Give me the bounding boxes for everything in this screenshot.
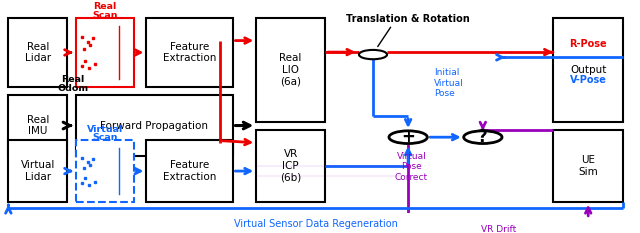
- Text: Real
IMU: Real IMU: [26, 115, 49, 136]
- Bar: [553, 130, 623, 202]
- Text: Virtual
Pose
Correct: Virtual Pose Correct: [395, 152, 428, 182]
- Text: Real
LIO
(6a): Real LIO (6a): [280, 53, 302, 86]
- Text: Initial
Virtual
Pose: Initial Virtual Pose: [434, 69, 463, 98]
- Text: VR
ICP
(6b): VR ICP (6b): [280, 149, 301, 182]
- Circle shape: [389, 131, 428, 144]
- Bar: [8, 140, 67, 202]
- Text: Translation & Rotation: Translation & Rotation: [346, 14, 470, 24]
- Text: Virtual
Lidar: Virtual Lidar: [20, 160, 55, 182]
- Bar: [553, 17, 623, 122]
- Bar: [147, 140, 232, 202]
- Bar: [8, 95, 67, 156]
- Circle shape: [464, 131, 502, 144]
- Bar: [8, 17, 67, 87]
- Text: Virtual Sensor Data Regeneration: Virtual Sensor Data Regeneration: [234, 219, 398, 229]
- Text: ?: ?: [478, 128, 488, 146]
- Text: V-Pose: V-Pose: [570, 75, 607, 86]
- Text: Feature
Extraction: Feature Extraction: [163, 42, 216, 63]
- Text: Scan: Scan: [92, 11, 118, 20]
- Text: Real: Real: [93, 2, 116, 11]
- Bar: [76, 140, 134, 202]
- Bar: [76, 95, 232, 156]
- Text: Scan: Scan: [92, 134, 118, 142]
- Bar: [256, 130, 325, 202]
- Text: Virtual: Virtual: [86, 125, 123, 134]
- Text: Real
Lidar: Real Lidar: [25, 42, 51, 63]
- Text: VR Drift: VR Drift: [481, 225, 516, 233]
- Text: Output: Output: [570, 65, 607, 75]
- Text: +: +: [401, 128, 415, 146]
- Bar: [76, 17, 134, 87]
- Circle shape: [359, 50, 387, 59]
- Text: R-Pose: R-Pose: [570, 39, 607, 49]
- Text: UE
Sim: UE Sim: [579, 155, 598, 177]
- Text: Real: Real: [61, 75, 84, 84]
- Bar: [147, 17, 232, 87]
- Text: Odom: Odom: [58, 84, 88, 93]
- Text: Feature
Extraction: Feature Extraction: [163, 160, 216, 182]
- Bar: [256, 17, 325, 122]
- Text: Forward Propagation: Forward Propagation: [100, 120, 208, 130]
